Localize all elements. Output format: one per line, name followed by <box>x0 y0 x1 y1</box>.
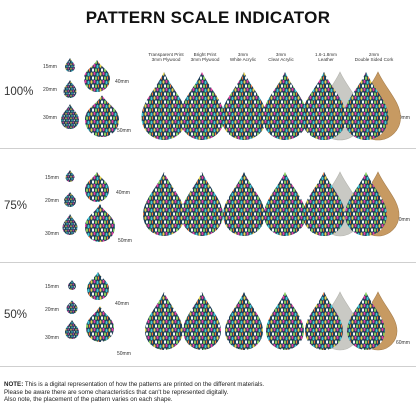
material-swatch <box>223 172 265 236</box>
material-swatch <box>141 72 187 140</box>
material-line2: 3mm Plywood <box>190 57 220 63</box>
pattern-swatch-large <box>85 95 119 137</box>
size-label-30mm: 30mm <box>43 115 57 121</box>
pattern-swatch-large <box>85 172 109 202</box>
cork-swatch-front <box>343 72 389 140</box>
size-label-50mm: 50mm <box>118 238 132 244</box>
size-label-20mm: 20mm <box>43 87 57 93</box>
pattern-swatch-small <box>61 104 79 129</box>
page-title: PATTERN SCALE INDICATOR <box>85 8 331 27</box>
material-header-clear-acrylic: 3mm Clear Acrylic <box>253 52 309 63</box>
material-swatch <box>221 72 267 140</box>
drops-layer <box>61 58 401 351</box>
pattern-swatch-large <box>87 272 109 300</box>
pattern-swatch-small <box>62 214 78 235</box>
section-divider <box>0 148 416 149</box>
size-label-20mm: 20mm <box>45 198 59 204</box>
scale-percent-label: 100% <box>4 86 34 98</box>
material-header-leather: 1.6-1.8mm Leather <box>298 52 354 63</box>
section-divider <box>0 366 416 367</box>
pattern-swatch-small <box>68 280 76 290</box>
material-swatch <box>303 172 345 236</box>
material-line2: White Acrylic <box>229 57 257 63</box>
material-line1: Transparent Print <box>148 52 184 57</box>
material-swatch <box>183 292 221 350</box>
scale-percent-label: 50% <box>4 309 28 321</box>
material-line1: 3mm <box>275 52 287 57</box>
pattern-swatch-small <box>64 192 76 207</box>
cork-swatch-front <box>345 172 387 236</box>
pattern-swatch-small <box>65 170 75 183</box>
material-line1: 1.6-1.8mm <box>315 52 337 57</box>
note-label: NOTE: <box>4 381 24 388</box>
material-line2: Leather <box>318 57 334 63</box>
size-label-15mm: 15mm <box>45 175 59 181</box>
material-swatch <box>262 72 308 140</box>
material-line1: Bright Print <box>193 52 217 57</box>
material-line2: Double Sided Cork <box>354 57 394 63</box>
pattern-swatch-large <box>85 204 115 242</box>
pattern-swatch-large <box>86 306 114 342</box>
note-line1: NOTE: This is a digital representation o… <box>4 381 412 389</box>
material-line1: 2mm <box>368 52 380 57</box>
size-label-40mm: 40mm <box>115 79 129 85</box>
material-line1: 3mm <box>237 52 249 57</box>
material-swatch <box>143 172 185 236</box>
pattern-swatch-small <box>65 58 75 72</box>
section-divider <box>0 262 416 263</box>
size-label-30mm: 30mm <box>45 231 59 237</box>
compare-size-label: 60mm <box>396 115 410 121</box>
material-swatch <box>145 292 183 350</box>
material-swatch <box>181 172 223 236</box>
cork-swatch-front <box>347 292 385 350</box>
compare-size-label: 60mm <box>396 217 410 223</box>
pattern-swatch-small <box>63 80 77 98</box>
material-swatch <box>264 172 306 236</box>
size-label-20mm: 20mm <box>45 307 59 313</box>
scale-percent-label: 75% <box>4 200 28 212</box>
material-header-bright-plywood: Bright Print 3mm Plywood <box>177 52 233 63</box>
material-header-white-acrylic: 3mm White Acrylic <box>215 52 271 63</box>
size-label-50mm: 50mm <box>117 351 131 357</box>
note-block: NOTE: This is a digital representation o… <box>4 381 412 404</box>
material-swatch <box>305 292 343 350</box>
size-label-40mm: 40mm <box>115 301 129 307</box>
pattern-swatch-small <box>66 300 78 314</box>
material-swatch <box>225 292 263 350</box>
material-swatch <box>179 72 225 140</box>
material-header-transparent-plywood: Transparent Print 3mm Plywood <box>138 52 194 63</box>
size-label-15mm: 15mm <box>43 64 57 70</box>
material-header-cork: 2mm Double Sided Cork <box>346 52 402 63</box>
material-line2: 3mm Plywood <box>151 57 181 63</box>
pattern-swatch-small <box>65 320 79 339</box>
material-line2: Clear Acrylic <box>268 57 294 63</box>
material-swatch <box>301 72 347 140</box>
material-swatch <box>266 292 304 350</box>
size-label-40mm: 40mm <box>116 190 130 196</box>
size-label-30mm: 30mm <box>45 335 59 341</box>
size-label-50mm: 50mm <box>117 128 131 134</box>
compare-size-label: 60mm <box>396 340 410 346</box>
pattern-swatch-large <box>84 60 110 92</box>
note-text: This is a digital representation of how … <box>24 381 265 388</box>
note-text: Please be aware there are some character… <box>4 388 229 396</box>
note-text: Also note, the placement of the pattern … <box>4 396 173 404</box>
size-label-15mm: 15mm <box>45 284 59 290</box>
